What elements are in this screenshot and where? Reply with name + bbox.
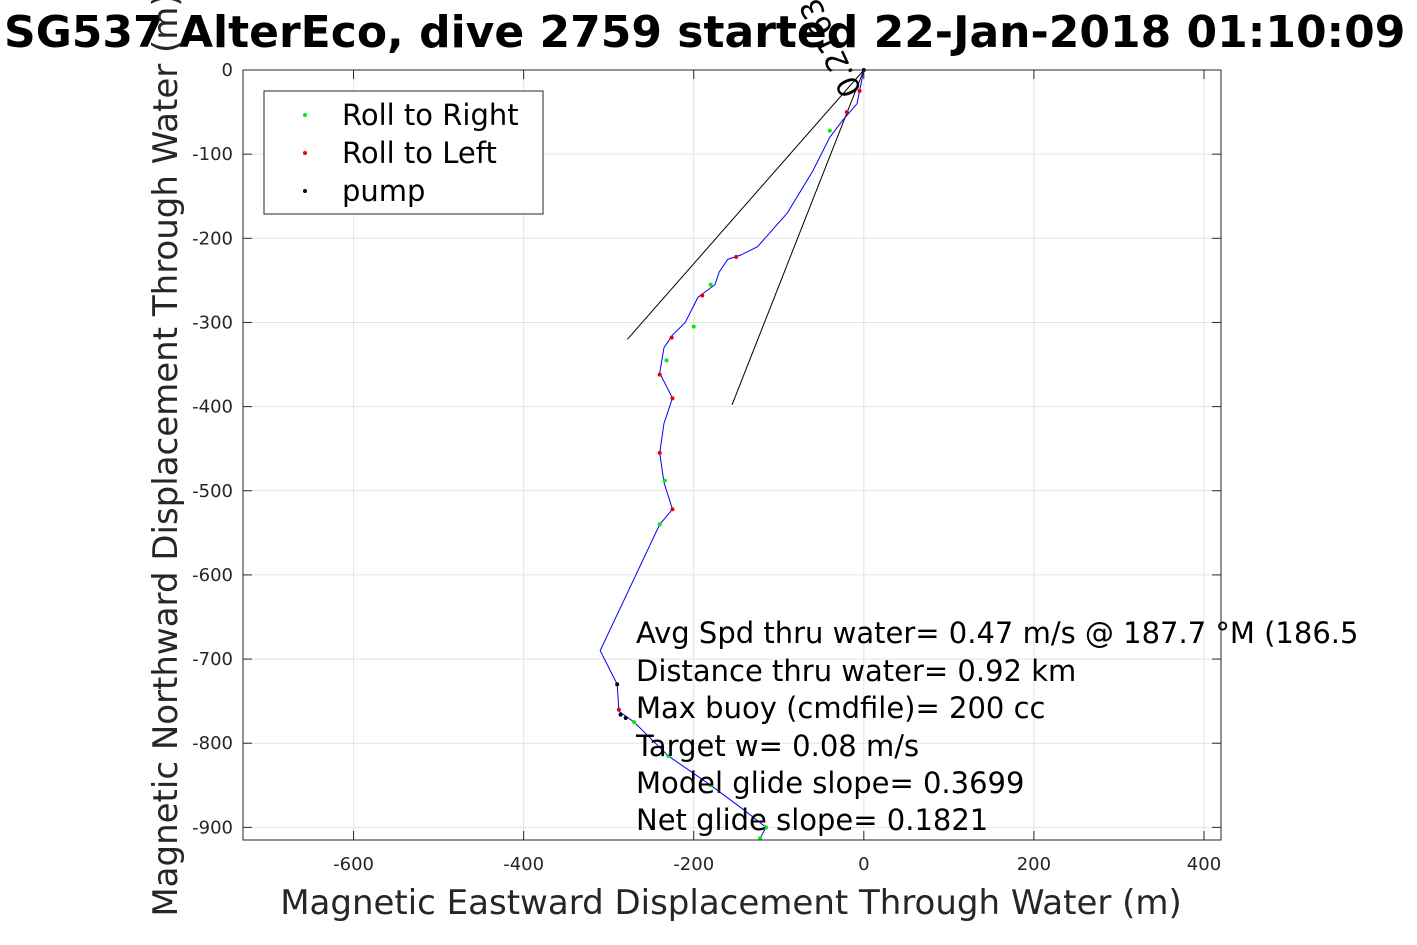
marker-roll-left — [657, 450, 662, 455]
legend-marker-pump — [303, 189, 307, 193]
y-tick-label: -400 — [192, 397, 233, 418]
stat-max-buoy: Max buoy (cmdfile)= 200 cc — [636, 691, 1045, 725]
marker-roll-left — [734, 254, 739, 259]
stats-annotations: Avg Spd thru water= 0.47 m/s @ 187.7 °M … — [635, 616, 1358, 837]
marker-roll-left — [700, 293, 705, 298]
marker-roll-right — [764, 825, 769, 830]
marker-roll-right — [662, 478, 667, 483]
legend-marker-roll-left — [303, 151, 307, 155]
y-tick-label: -600 — [192, 565, 233, 586]
stat-avg-speed: Avg Spd thru water= 0.47 m/s @ 187.7 °M … — [636, 616, 1358, 650]
marker-roll-left — [669, 335, 674, 340]
current-line — [627, 69, 865, 340]
chart-title: SG537 AlterEco, dive 2759 started 22-Jan… — [4, 7, 1405, 58]
marker-pump — [618, 712, 623, 717]
legend-label-pump: pump — [342, 174, 425, 208]
plot-frame — [242, 69, 1222, 841]
marker-roll-right — [691, 324, 696, 329]
marker-roll-left — [657, 372, 662, 377]
legend-label-roll-left: Roll to Left — [342, 136, 497, 170]
x-tick-label: 0 — [858, 854, 869, 875]
current-lines — [627, 69, 865, 406]
y-tick-label: -800 — [192, 733, 233, 754]
marker-roll-right — [758, 836, 763, 841]
legend-label-roll-right: Roll to Right — [342, 98, 519, 132]
track — [599, 69, 865, 839]
markers — [615, 68, 866, 841]
marker-roll-left — [670, 507, 675, 512]
legend: Roll to Right Roll to Left pump — [263, 90, 544, 215]
marker-roll-left — [670, 396, 675, 401]
x-tick-label: -600 — [333, 854, 374, 875]
marker-roll-right — [664, 358, 669, 363]
y-tick-label: -100 — [192, 144, 233, 165]
marker-pump — [623, 715, 628, 720]
x-tick-label: -200 — [673, 854, 714, 875]
marker-roll-right — [708, 783, 713, 788]
y-tick-label: -500 — [192, 481, 233, 502]
stat-distance: Distance thru water= 0.92 km — [636, 654, 1076, 688]
current-line — [731, 69, 865, 406]
marker-roll-left — [616, 707, 621, 712]
marker-pump — [615, 682, 620, 687]
marker-roll-right — [666, 753, 671, 758]
stat-net-glide: Net glide slope= 0.1821 — [636, 803, 988, 837]
marker-roll-left — [857, 89, 862, 94]
y-tick-label: -700 — [192, 649, 233, 670]
x-tick-label: -400 — [503, 854, 544, 875]
marker-roll-right — [657, 522, 662, 527]
x-tick-label: 400 — [1187, 854, 1221, 875]
y-tick-label: 0 — [222, 60, 233, 81]
x-axis-label: Magnetic Eastward Displacement Through W… — [280, 883, 1182, 923]
legend-box — [263, 90, 544, 215]
x-tick-label: 200 — [1017, 854, 1051, 875]
y-tick-label: -300 — [192, 312, 233, 333]
marker-roll-right — [632, 720, 637, 725]
marker-roll-right — [827, 128, 832, 133]
marker-roll-left — [844, 110, 849, 115]
ticks: -600 -400 -200 0 200 400 0 -100 -200 -300 -400 -500… — [192, 60, 1221, 875]
y-tick-label: -900 — [192, 817, 233, 838]
legend-marker-roll-right — [303, 113, 307, 117]
stat-target-w: Target w= 0.08 m/s — [635, 729, 919, 763]
stat-model-glide: Model glide slope= 0.3699 — [636, 766, 1024, 800]
track-line — [599, 69, 865, 839]
marker-roll-right — [708, 282, 713, 287]
y-axis-label: Magnetic Northward Displacement Through … — [146, 0, 186, 917]
grid — [243, 69, 1221, 840]
y-tick-label: -200 — [192, 228, 233, 249]
